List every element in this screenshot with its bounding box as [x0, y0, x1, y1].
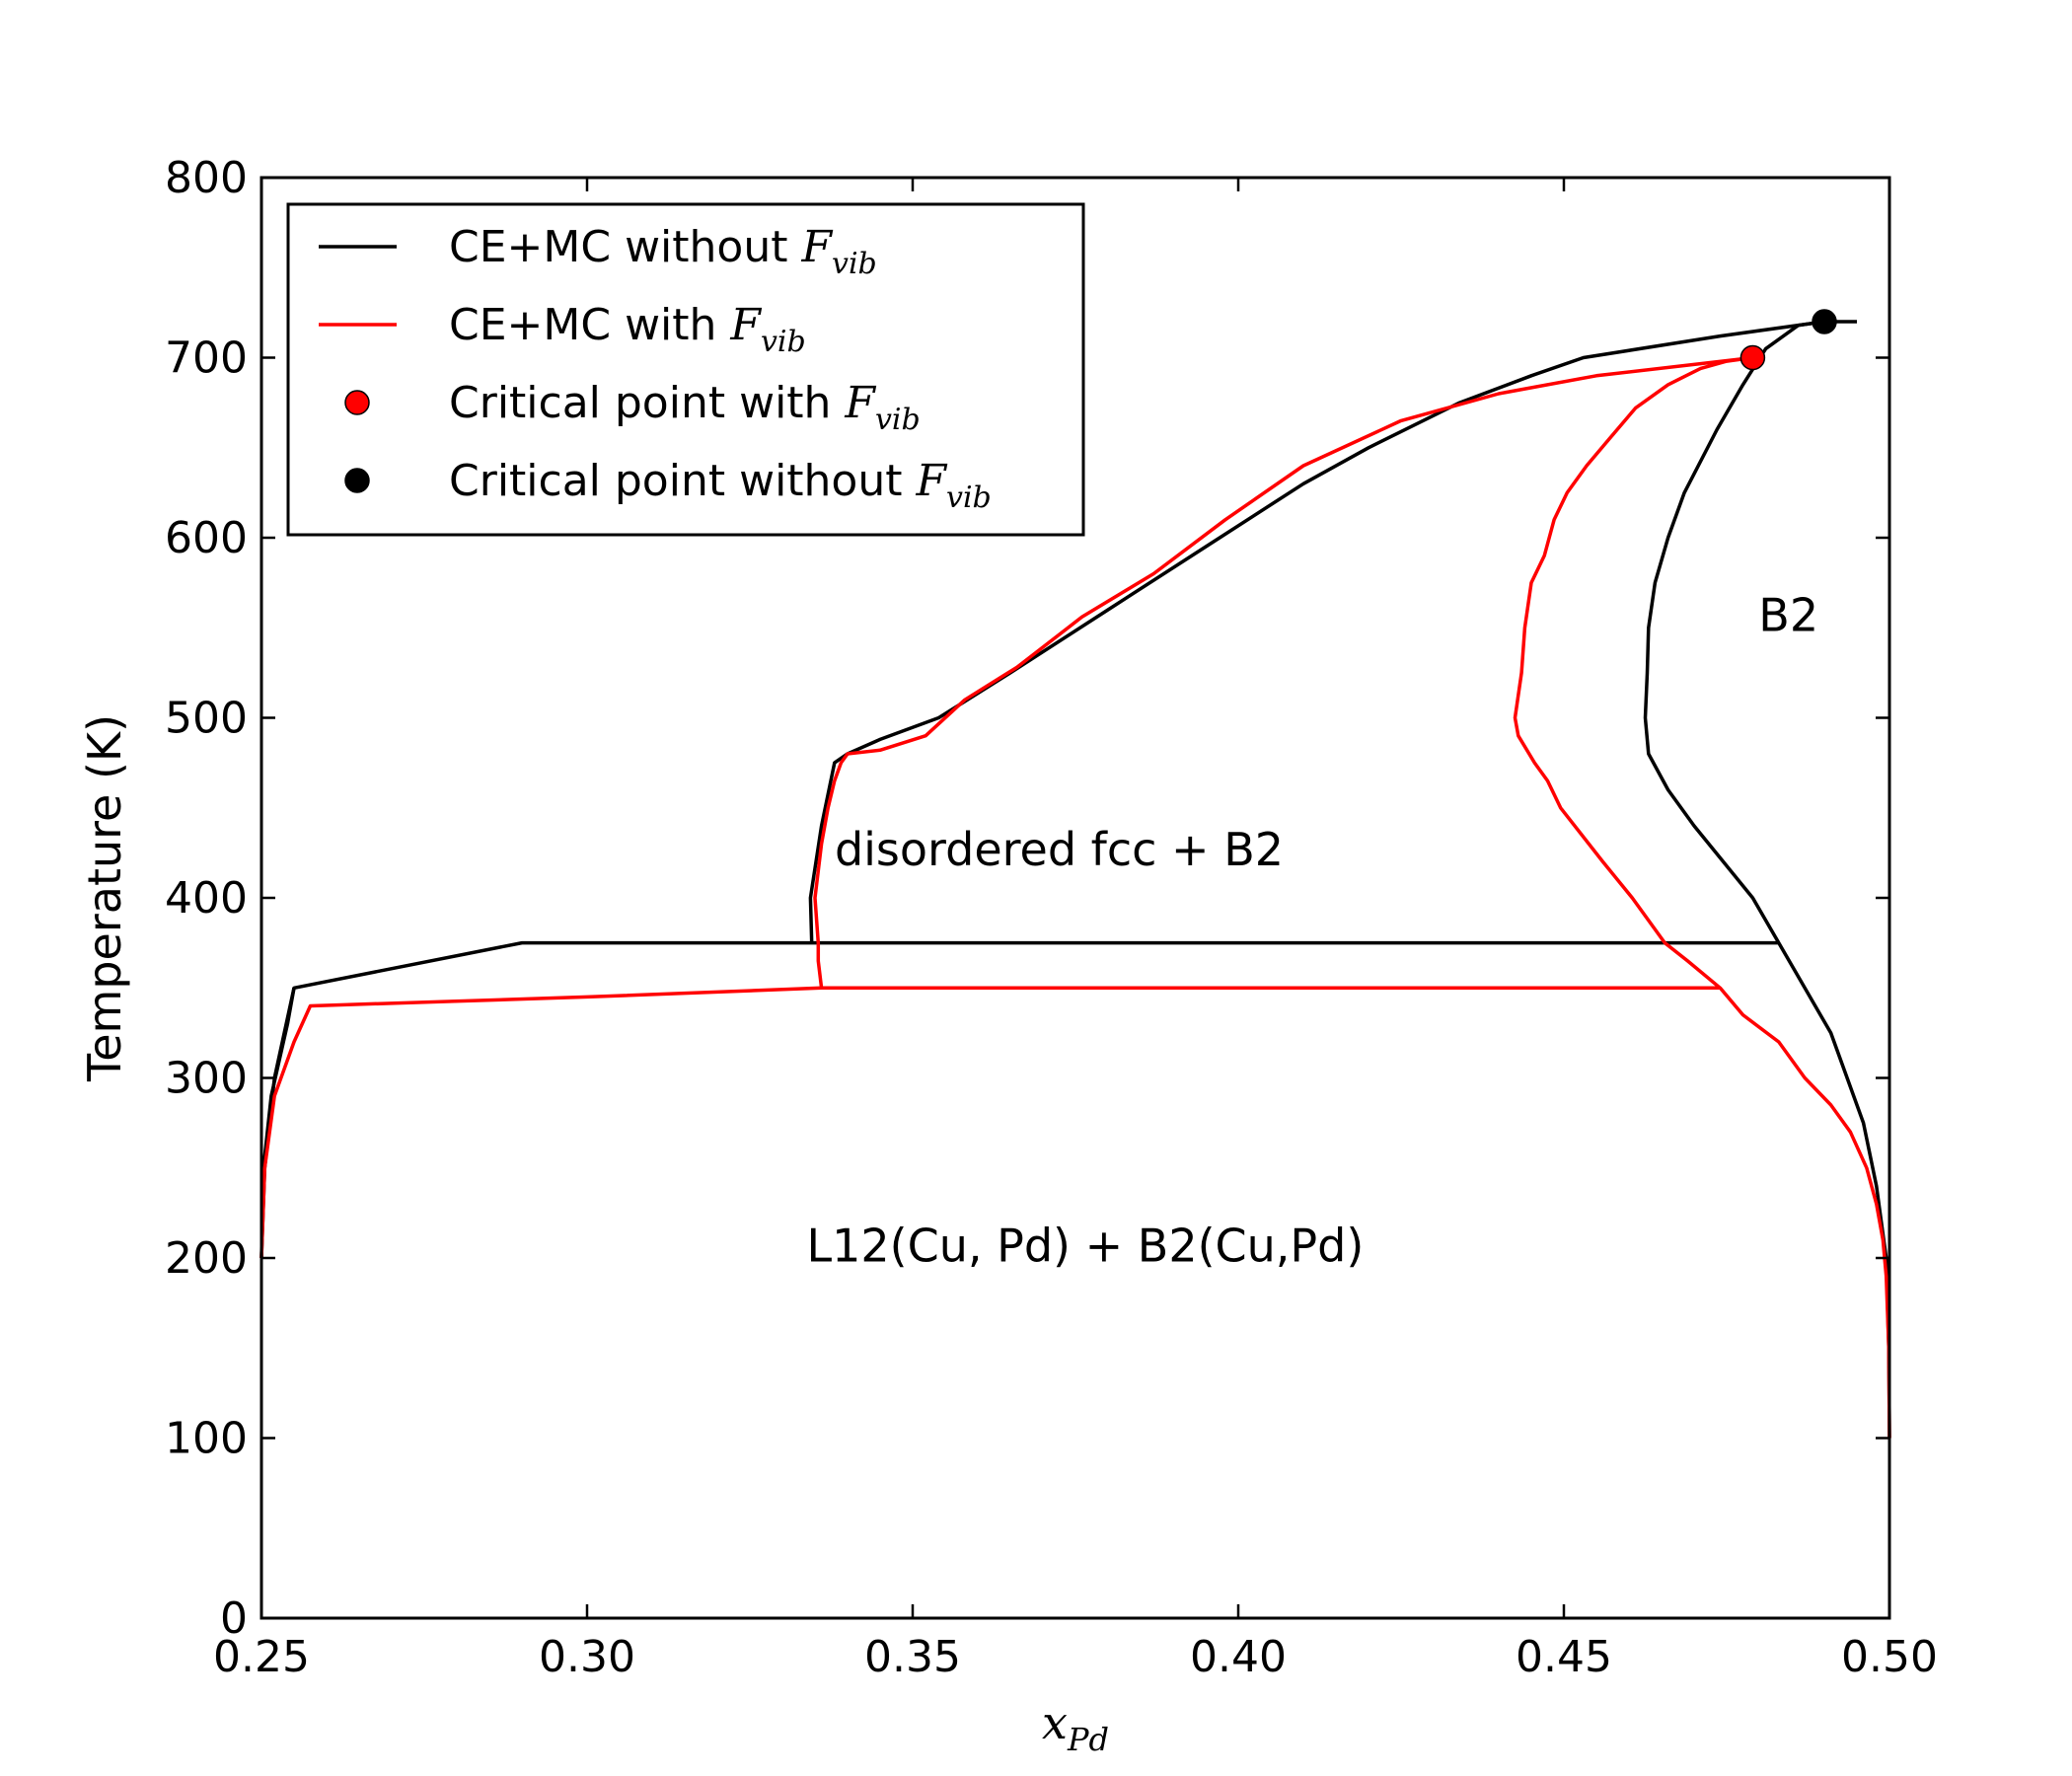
x-axis-label-sub: Pd — [1067, 1721, 1109, 1758]
legend-label-math-sub-1: vib — [761, 325, 806, 359]
series-1-segment-1 — [813, 355, 1753, 989]
y-tick-label-4: 400 — [165, 873, 248, 924]
legend-label-3: Critical point without Fvib — [449, 456, 992, 515]
legend-label-1: CE+MC with Fvib — [449, 300, 806, 359]
legend-box — [286, 202, 1085, 537]
y-tick-label-7: 700 — [165, 333, 248, 384]
legend-swatch-2 — [344, 390, 370, 415]
y-tick-label-0: 0 — [220, 1593, 248, 1644]
y-axis-label: Temperature (K) — [78, 714, 131, 1082]
legend-label-math-sub-0: vib — [832, 247, 877, 281]
series-0-segment-2 — [808, 320, 1857, 943]
series-1-segment-0 — [259, 986, 1721, 1259]
y-tick-label-1: 100 — [165, 1414, 248, 1464]
x-tick-label-3: 0.40 — [1190, 1632, 1287, 1682]
y-tick-label-6: 600 — [165, 513, 248, 563]
x-tick-label-2: 0.35 — [864, 1632, 961, 1682]
critical-points-layer — [1739, 309, 1837, 371]
y-tick-label-2: 200 — [165, 1233, 248, 1284]
annotation-layer: disordered fcc + B2 L12(Cu, Pd) + B2(Cu,P… — [806, 589, 1818, 1273]
region-label-2: B2 — [1758, 589, 1818, 642]
x-tick-label-5: 0.50 — [1841, 1632, 1938, 1682]
legend-label-text-1: CE+MC with — [449, 300, 730, 350]
ticks-layer: 0.25 0.30 0.35 0.40 0.45 0.50 0 100 200 300 400 500… — [165, 153, 1938, 1682]
critical-point-1 — [1812, 309, 1837, 334]
x-tick-label-0: 0.25 — [213, 1632, 310, 1682]
region-label-1: L12(Cu, Pd) + B2(Cu,Pd) — [806, 1219, 1364, 1272]
legend-label-math-1: F — [729, 300, 762, 350]
y-tick-label-5: 500 — [165, 694, 248, 744]
legend-label-text-2: Critical point with — [449, 378, 845, 428]
x-tick-label-4: 0.45 — [1516, 1632, 1612, 1682]
y-tick-label-8: 800 — [165, 153, 248, 203]
legend-label-math-2: F — [844, 378, 876, 428]
series-1-segment-2 — [1513, 355, 1891, 1439]
legend-label-math-3: F — [915, 456, 947, 506]
legend-label-2: Critical point with Fvib — [449, 378, 921, 437]
legend-swatch-3 — [344, 468, 370, 493]
legend-label-math-0: F — [800, 222, 833, 272]
x-axis-label: xPd — [1042, 1696, 1109, 1758]
x-axis-label-base: x — [1042, 1696, 1068, 1749]
series-0-segment-1 — [259, 987, 296, 1259]
y-tick-label-3: 300 — [165, 1054, 248, 1104]
legend-label-math-sub-3: vib — [946, 481, 992, 515]
legend-label-text-0: CE+MC without — [449, 222, 801, 272]
legend-label-0: CE+MC without Fvib — [449, 222, 877, 281]
series-0-segment-3 — [1643, 320, 1891, 1439]
critical-point-0 — [1739, 344, 1766, 371]
x-tick-label-1: 0.30 — [539, 1632, 635, 1682]
legend-label-text-3: Critical point without — [449, 456, 916, 506]
region-label-0: disordered fcc + B2 — [835, 823, 1284, 876]
series-layer — [259, 320, 1891, 1439]
legend-label-math-sub-2: vib — [875, 403, 921, 437]
series-0-segment-0 — [259, 940, 1779, 1259]
